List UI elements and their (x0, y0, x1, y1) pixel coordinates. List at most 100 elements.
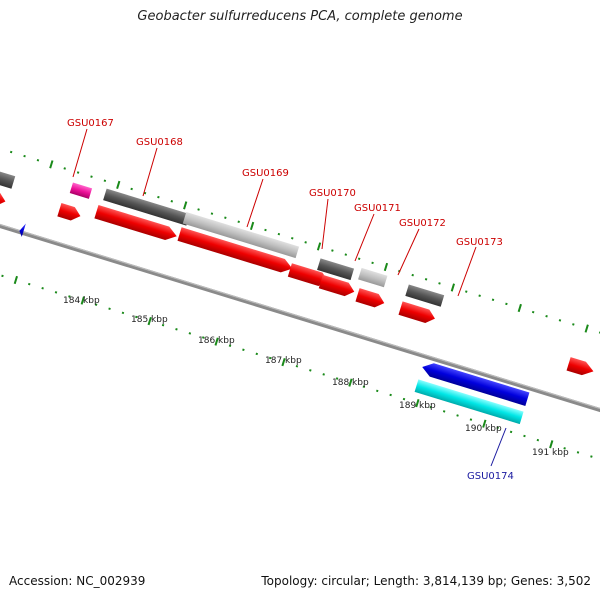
inner-major-tick (147, 316, 152, 326)
inner-tick-ring (1, 274, 593, 458)
outer-minor-tick (424, 278, 428, 281)
leader-gsu0168 (142, 147, 158, 197)
small-reverse-gene[interactable] (18, 222, 26, 237)
inner-minor-tick (121, 311, 125, 315)
outer-minor-tick (304, 241, 307, 244)
inner-minor-tick (268, 356, 272, 360)
outer-minor-tick (438, 282, 441, 285)
outer-minor-tick (572, 323, 575, 326)
outer-minor-tick (63, 167, 66, 170)
outer-minor-tick (9, 150, 13, 154)
inner-major-tick (348, 378, 353, 387)
gene-box-gsu0167[interactable] (69, 182, 93, 199)
inner-major-tick (80, 296, 85, 305)
gene-box-gsu0170[interactable] (317, 258, 355, 281)
gene-box-gsu0169[interactable] (182, 212, 300, 259)
scale-labels: 184 kbp 185 kbp 186 kbp 187 kbp 188 kbp … (63, 296, 569, 458)
genome-track (0, 150, 600, 458)
outer-minor-tick (90, 175, 93, 178)
outer-minor-tick (197, 208, 200, 211)
gene-box-gsu0173[interactable] (405, 284, 445, 307)
gene-label-gsu0167[interactable]: GSU0167 (67, 118, 114, 129)
outer-minor-tick (411, 273, 414, 277)
cds-arrow-gsu0171[interactable] (318, 274, 357, 299)
outer-minor-tick (331, 249, 334, 252)
inner-minor-tick (68, 295, 71, 298)
inner-major-tick (214, 337, 219, 346)
outer-minor-tick (36, 158, 40, 162)
inner-major-tick (549, 440, 554, 449)
cds-arrow-gsu0167[interactable] (57, 203, 82, 223)
outer-major-tick (249, 221, 255, 231)
inner-major-tick (482, 419, 487, 428)
inner-minor-tick (389, 393, 392, 397)
outer-major-tick (517, 303, 522, 313)
gene-label-gsu0174[interactable]: GSU0174 (467, 471, 514, 482)
scale-label-190: 190 kbp (465, 424, 502, 434)
cds-arrow-gsu0172[interactable] (355, 288, 386, 310)
outer-major-tick (450, 283, 456, 292)
cds-arrow-gsu0174[interactable] (420, 360, 530, 406)
cds-arrow-right-edge[interactable] (566, 357, 596, 378)
outer-major-tick (584, 324, 589, 333)
inner-minor-tick (469, 418, 473, 421)
inner-minor-tick (1, 274, 4, 278)
leader-gsu0174 (490, 427, 507, 467)
outer-minor-tick (344, 253, 348, 256)
inner-minor-tick (590, 455, 593, 458)
inner-minor-tick (509, 430, 513, 434)
gene-box-gsu0174[interactable] (414, 379, 524, 425)
gene-label-gsu0172[interactable]: GSU0172 (399, 218, 446, 229)
leader-gsu0170 (321, 198, 329, 250)
inner-minor-tick (41, 286, 44, 290)
leader-gsu0171 (354, 213, 375, 262)
outer-minor-tick (210, 212, 214, 215)
gene-label-gsu0169[interactable]: GSU0169 (242, 168, 289, 179)
cds-arrow-gsu0173[interactable] (398, 301, 437, 325)
outer-major-tick (49, 160, 54, 169)
outer-minor-tick (224, 216, 227, 219)
inner-minor-tick (362, 385, 366, 388)
outer-minor-tick (76, 171, 80, 174)
outer-minor-tick (598, 331, 600, 334)
gene-label-gsu0170[interactable]: GSU0170 (309, 188, 356, 199)
inner-minor-tick (523, 434, 526, 438)
inner-minor-tick (536, 438, 540, 442)
outer-minor-tick (23, 154, 26, 158)
gene-labels: GSU0167 GSU0168 GSU0169 GSU0170 GSU0171 … (67, 118, 514, 482)
inner-major-tick (415, 399, 420, 408)
inner-minor-tick (402, 397, 406, 401)
cds-arrow-gsu0169[interactable] (177, 227, 294, 275)
cds-arrow-gsu0170[interactable] (287, 263, 330, 288)
gene-box-gsu0168[interactable] (103, 188, 190, 226)
scale-label-188: 188 kbp (332, 378, 369, 388)
gene-box-left-edge[interactable] (0, 166, 16, 189)
outer-minor-tick (157, 195, 160, 199)
outer-minor-tick (130, 187, 133, 191)
inner-minor-tick (108, 307, 111, 311)
gene-box-gsu0171[interactable] (358, 267, 388, 288)
map-title: Geobacter sulfurreducens PCA, complete g… (137, 9, 463, 24)
inner-minor-tick (27, 282, 31, 286)
inner-minor-tick (496, 426, 499, 430)
outer-minor-tick (291, 236, 294, 240)
forward-gene-boxes (0, 166, 445, 307)
outer-minor-tick (558, 319, 562, 322)
cds-arrow-left-edge[interactable] (0, 185, 7, 208)
scale-label-191: 191 kbp (532, 448, 569, 458)
inner-minor-tick (228, 344, 232, 347)
cds-arrow-gsu0168[interactable] (94, 204, 178, 243)
gene-label-gsu0171[interactable]: GSU0171 (354, 203, 401, 214)
outer-minor-tick (237, 220, 240, 224)
inner-minor-tick (429, 406, 433, 409)
accession-text: Accession: NC_002939 (9, 574, 146, 588)
inner-minor-tick (576, 451, 580, 454)
outer-minor-tick (277, 232, 281, 236)
gene-label-gsu0173[interactable]: GSU0173 (456, 237, 503, 248)
scale-label-189: 189 kbp (399, 401, 436, 411)
outer-minor-tick (371, 261, 374, 265)
inner-major-tick (13, 275, 18, 285)
gene-label-gsu0168[interactable]: GSU0168 (136, 137, 183, 148)
scale-label-186: 186 kbp (198, 336, 235, 346)
